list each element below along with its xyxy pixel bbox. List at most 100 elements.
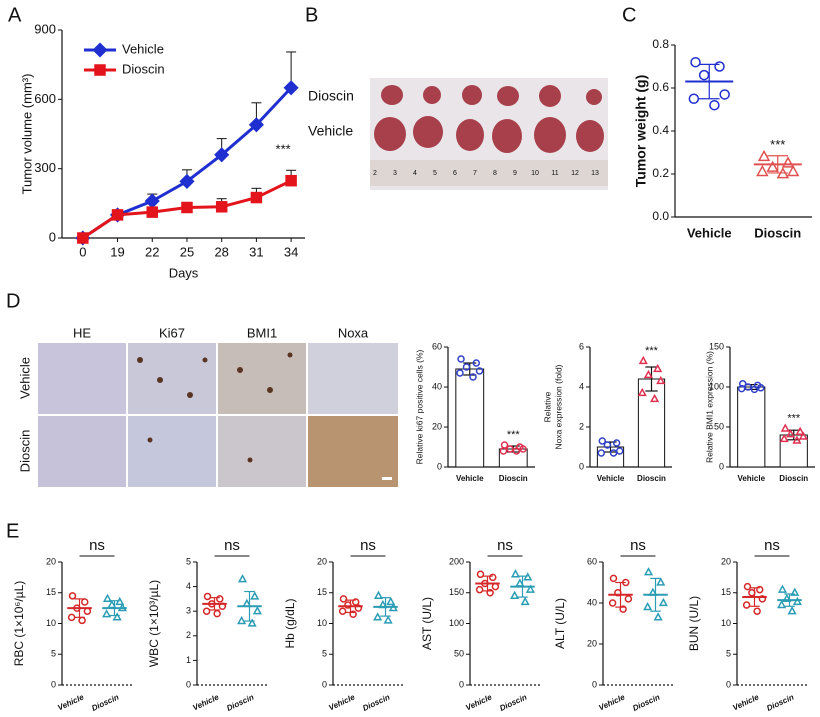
point <box>208 600 216 608</box>
point <box>614 589 622 597</box>
bar <box>637 378 666 468</box>
point <box>709 99 720 111</box>
point <box>500 441 509 449</box>
point <box>107 599 117 609</box>
point <box>792 596 802 606</box>
point <box>481 579 489 588</box>
point <box>250 591 260 600</box>
y-tick-label: 0 <box>186 679 191 689</box>
point <box>285 174 297 187</box>
point <box>743 582 752 591</box>
point <box>777 584 788 593</box>
legend-label: Vehicle <box>122 41 164 56</box>
point <box>486 589 494 597</box>
point <box>656 375 666 385</box>
point <box>491 582 500 591</box>
point <box>598 437 607 445</box>
y-tick-label: 0.2 <box>652 166 669 180</box>
y-tick-label: 5 <box>322 649 327 659</box>
point <box>373 612 383 621</box>
x-tick-label: Dioscin <box>637 474 666 483</box>
y-axis-label: Relative ki67 positive cells (%) <box>414 349 424 464</box>
point <box>653 612 663 621</box>
point <box>612 439 621 447</box>
point <box>218 602 227 611</box>
y-axis-label: WBC (1×10³/µL) <box>147 580 161 667</box>
legend-marker <box>92 42 108 58</box>
x-tick-label: 19 <box>110 244 124 259</box>
y-tick-label: 0.6 <box>652 80 669 94</box>
point <box>512 447 521 455</box>
point <box>597 449 606 457</box>
point <box>648 587 658 596</box>
point <box>609 574 618 583</box>
point <box>349 610 357 619</box>
panel-label: B <box>305 4 318 26</box>
y-tick-label: 0 <box>437 461 442 471</box>
y-tick-label: 0.4 <box>652 123 669 137</box>
point <box>73 604 81 612</box>
point <box>520 596 530 606</box>
point <box>472 359 481 367</box>
y-tick-label: 60 <box>432 341 442 351</box>
point <box>216 595 224 603</box>
panel-label: A <box>8 4 22 26</box>
x-tick-label: Dioscin <box>631 693 661 713</box>
y-tick-label: 5 <box>186 556 191 566</box>
x-tick-label: Vehicle <box>327 692 356 712</box>
y-tick-label: 0 <box>592 679 597 689</box>
chart: 0 20 40 60 Relative ki67 positive cells (%) V… <box>414 341 535 483</box>
legend-marker <box>94 64 106 76</box>
y-tick-label: 5 <box>726 649 731 659</box>
point <box>506 445 514 453</box>
point <box>475 367 484 375</box>
point <box>102 593 113 603</box>
annotation: ns <box>630 537 646 554</box>
point <box>638 355 648 365</box>
point <box>643 601 653 611</box>
annotation: ns <box>224 537 240 554</box>
point <box>248 117 264 133</box>
point <box>213 609 221 618</box>
x-tick-label: Dioscin <box>90 693 120 713</box>
point <box>202 607 211 615</box>
point <box>781 156 795 168</box>
point <box>112 612 122 621</box>
y-tick-label: 2 <box>186 630 191 640</box>
chart: 0 50 100 150 200 AST (U/L) Vehicle Dioscin ns <box>420 537 540 713</box>
y-tick-label: 10 <box>46 618 56 628</box>
y-axis-label: BUN (U/L) <box>687 596 701 651</box>
point <box>462 363 471 371</box>
point <box>510 590 520 599</box>
point <box>757 149 771 162</box>
point <box>742 601 751 609</box>
y-tick-label: 6 <box>579 341 584 351</box>
y-tick-label: 0 <box>49 229 56 244</box>
chart: 0 20 40 60 ALT (U/L) Vehicle Dioscin ns <box>553 537 673 713</box>
point <box>650 393 660 403</box>
point <box>756 585 764 594</box>
point <box>525 584 535 593</box>
point <box>619 605 627 613</box>
point <box>181 201 193 214</box>
point <box>658 597 668 607</box>
point <box>115 596 125 606</box>
point <box>624 595 633 603</box>
annotation: *** <box>645 345 659 357</box>
y-tick-label: 20 <box>46 556 56 566</box>
point <box>354 604 363 612</box>
y-tick-label: 15 <box>46 587 56 597</box>
y-tick-label: 0 <box>322 679 327 689</box>
y-axis-label: Hb (g/dL) <box>283 598 297 648</box>
point <box>102 609 112 618</box>
annotation: ns <box>360 537 376 554</box>
point <box>81 598 89 606</box>
point <box>785 429 796 438</box>
point <box>786 164 800 177</box>
y-tick-label: 3 <box>186 606 191 616</box>
x-tick-label: Vehicle <box>737 474 765 483</box>
point <box>690 56 701 68</box>
point <box>609 449 618 457</box>
point <box>787 606 797 615</box>
ruler-number: 5 <box>433 170 437 177</box>
